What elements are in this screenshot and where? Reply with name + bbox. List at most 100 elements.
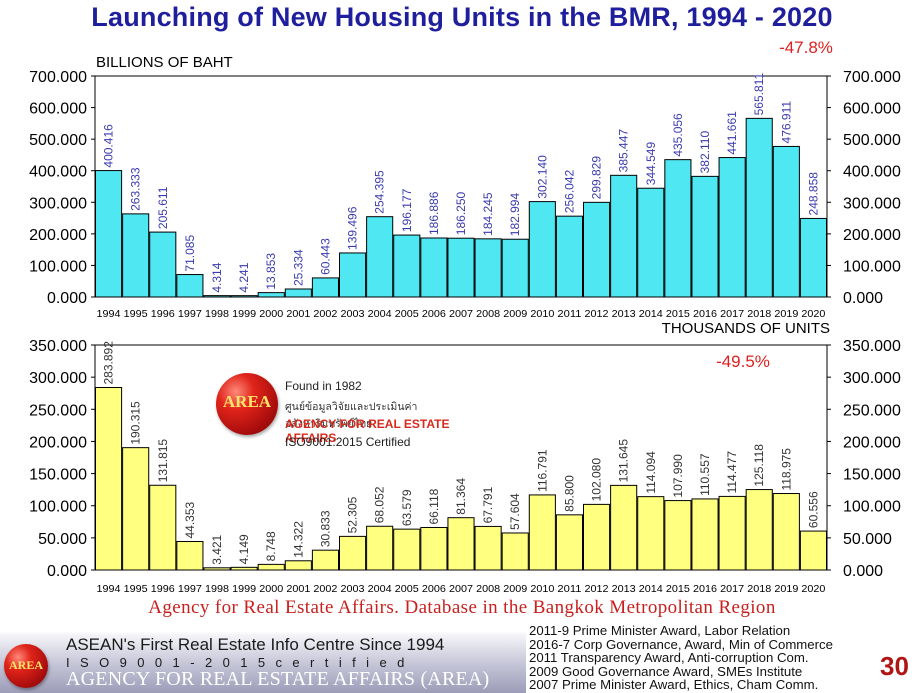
x-tick-label: 1996 xyxy=(151,308,175,320)
bar xyxy=(718,157,746,298)
bar xyxy=(474,525,502,571)
data-label: 4.149 xyxy=(237,534,251,564)
bar xyxy=(718,495,746,571)
x-tick-label: 2017 xyxy=(720,308,744,320)
data-label: 190.315 xyxy=(129,401,143,445)
data-label: 256.042 xyxy=(562,169,576,213)
y-tick-label: 250.000 xyxy=(843,402,901,419)
source-note: Agency for Real Estate Affairs. Database… xyxy=(148,597,776,618)
bar xyxy=(691,498,719,571)
x-tick-label: 2002 xyxy=(313,308,337,320)
data-label: 85.800 xyxy=(562,475,576,512)
data-label: 118.975 xyxy=(779,448,793,491)
change-annotation: -47.8% xyxy=(779,38,833,57)
x-tick-label: 2016 xyxy=(693,308,717,320)
bar xyxy=(555,514,584,571)
bar xyxy=(176,274,204,298)
data-label: 196.177 xyxy=(400,188,414,232)
x-tick-label: 1999 xyxy=(232,583,256,595)
x-tick-label: 2000 xyxy=(259,308,283,320)
bar xyxy=(501,532,529,571)
bar xyxy=(583,201,611,298)
data-label: 67.791 xyxy=(481,486,495,523)
awards-list: 2011-9 Prime Minister Award, Labor Relat… xyxy=(529,624,849,692)
bar xyxy=(149,484,177,571)
data-label: 60.556 xyxy=(806,491,820,528)
y-tick-label: 300.000 xyxy=(843,370,901,387)
data-label: 8.748 xyxy=(264,531,278,561)
bar xyxy=(339,252,367,298)
y-tick-label: 100.000 xyxy=(843,258,901,275)
data-label: 299.829 xyxy=(590,156,604,200)
x-tick-label: 2001 xyxy=(286,583,310,595)
footer-agency: AGENCY FOR REAL ESTATE AFFAIRS (AREA) xyxy=(66,668,490,690)
bar xyxy=(339,535,367,571)
data-label: 3.421 xyxy=(210,534,224,564)
x-tick-label: 1997 xyxy=(178,308,202,320)
change-annotation: -49.5% xyxy=(716,352,770,371)
data-label: 44.353 xyxy=(183,501,197,538)
data-label: 565.811 xyxy=(752,73,766,116)
x-tick-label: 2018 xyxy=(747,583,771,595)
x-tick-label: 2006 xyxy=(422,583,446,595)
y-tick-label: 700.000 xyxy=(843,69,901,86)
data-label: 182.994 xyxy=(508,193,522,237)
data-label: 107.990 xyxy=(671,454,685,498)
data-label: 57.604 xyxy=(508,493,522,530)
data-label: 52.305 xyxy=(346,496,360,533)
x-tick-label: 2010 xyxy=(530,583,554,595)
bar xyxy=(664,500,692,571)
bar xyxy=(745,489,773,571)
bar xyxy=(230,295,258,298)
data-label: 13.853 xyxy=(264,253,278,290)
y-tick-label: 600.000 xyxy=(843,101,901,118)
bar xyxy=(230,566,258,571)
y-tick-label: 100.000 xyxy=(843,499,901,516)
x-tick-label: 2007 xyxy=(449,583,473,595)
axis-unit-label: THOUSANDS OF UNITS xyxy=(662,320,830,337)
x-tick-label: 2017 xyxy=(720,583,744,595)
x-tick-label: 2019 xyxy=(774,583,798,595)
x-tick-label: 1998 xyxy=(205,308,229,320)
data-label: 14.322 xyxy=(291,521,305,558)
x-tick-label: 1995 xyxy=(124,583,148,595)
bar xyxy=(203,567,231,571)
bar xyxy=(122,447,150,571)
page-number: 30 xyxy=(880,651,909,681)
stamp-thai-name: ศูนย์ข้อมูลวิจัยและประเมินค่าอสังหาริมทร… xyxy=(285,401,418,430)
y-tick-label: 300.000 xyxy=(843,195,901,212)
footer-logo-text: AREA xyxy=(8,658,43,672)
x-tick-label: 2003 xyxy=(341,583,365,595)
bar xyxy=(555,215,584,298)
y-tick-label: 150.000 xyxy=(29,467,87,484)
y-tick-label: 0.000 xyxy=(47,563,87,580)
y-tick-label: 600.000 xyxy=(29,101,87,118)
axis-unit-label: BILLIONS OF BAHT xyxy=(96,54,233,71)
x-tick-label: 1995 xyxy=(124,308,148,320)
x-tick-label: 2003 xyxy=(341,308,365,320)
stamp-founded: Found in 1982 xyxy=(285,379,362,393)
x-tick-label: 2005 xyxy=(395,583,419,595)
bar xyxy=(610,484,638,571)
y-tick-label: 150.000 xyxy=(843,467,901,484)
data-label: 400.416 xyxy=(102,124,116,168)
bar xyxy=(284,288,312,298)
x-tick-label: 2004 xyxy=(368,308,392,320)
x-tick-label: 1999 xyxy=(232,308,256,320)
bar xyxy=(664,159,692,298)
x-tick-label: 2000 xyxy=(259,583,283,595)
data-label: 344.549 xyxy=(644,142,658,186)
bar xyxy=(149,231,177,298)
y-tick-label: 200.000 xyxy=(29,227,87,244)
bar xyxy=(474,238,502,298)
data-label: 63.579 xyxy=(400,489,414,526)
bar xyxy=(284,560,312,571)
data-label: 186.886 xyxy=(427,191,441,235)
award-item: 2016-7 Corp Governance, Award, Min of Co… xyxy=(529,636,833,652)
y-tick-label: 350.000 xyxy=(29,338,87,355)
x-tick-label: 2001 xyxy=(286,308,310,320)
bar xyxy=(176,540,204,571)
x-tick-label: 2007 xyxy=(449,308,473,320)
data-label: 30.833 xyxy=(318,510,332,547)
x-tick-label: 2010 xyxy=(530,308,554,320)
